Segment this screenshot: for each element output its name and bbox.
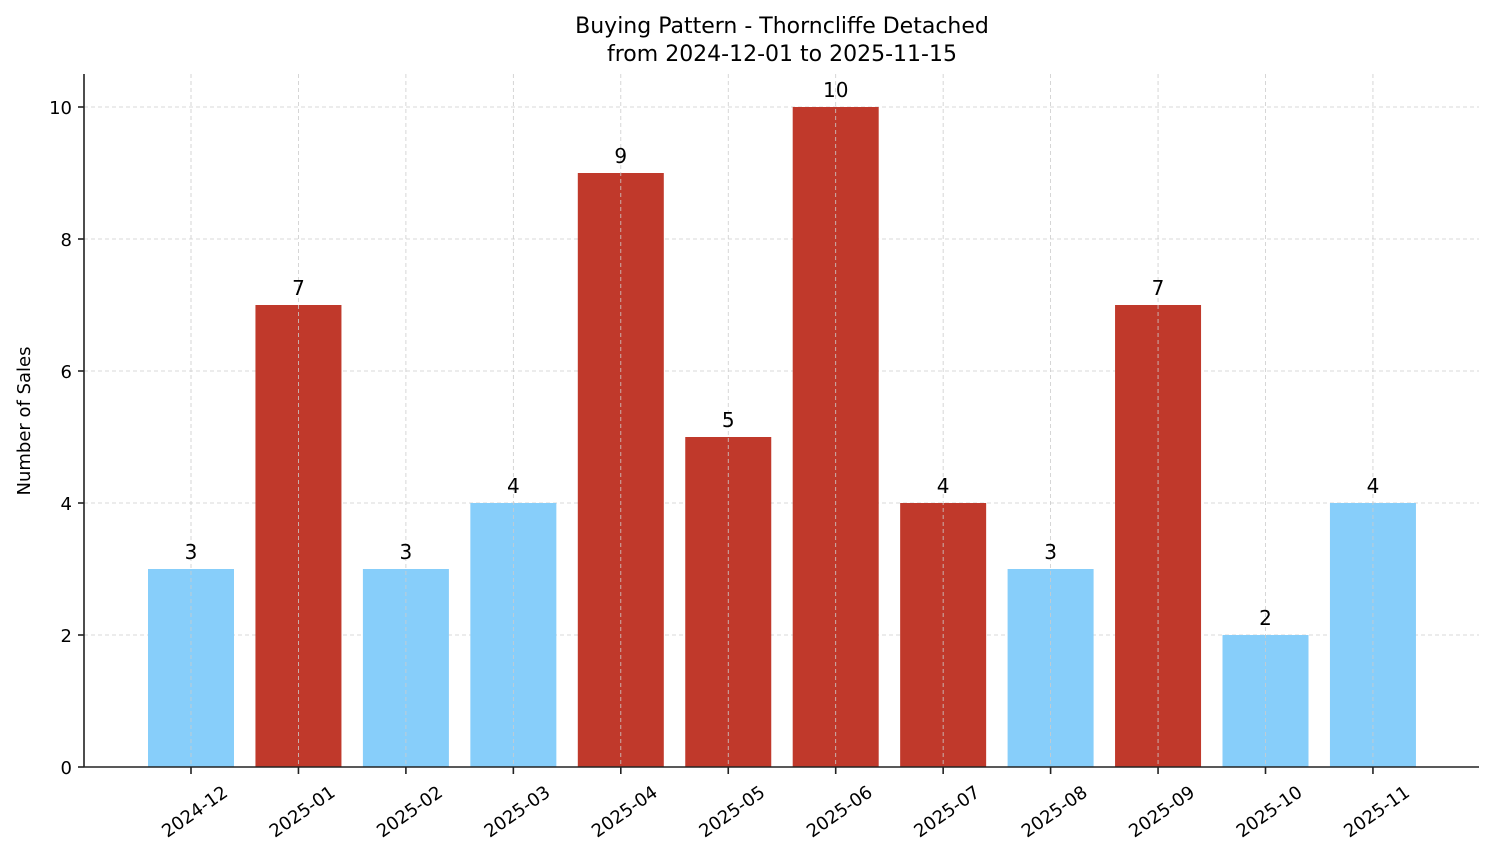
bar-value-label: 10	[823, 78, 848, 102]
chart-subtitle: from 2024-12-01 to 2025-11-15	[607, 42, 957, 67]
x-tick-label: 2024-12	[158, 782, 232, 842]
y-tick-label: 10	[49, 98, 72, 119]
bar-value-label: 7	[1152, 276, 1165, 300]
bar-value-label: 3	[1044, 540, 1057, 564]
bar-2025-08	[1007, 569, 1094, 767]
bar-2025-06	[792, 107, 879, 767]
x-tick-label: 2025-03	[481, 782, 555, 842]
x-tick-label: 2025-11	[1340, 782, 1414, 842]
x-tick-label: 2025-08	[1018, 782, 1092, 842]
y-tick-label: 0	[61, 758, 72, 779]
bar-2025-02	[362, 569, 449, 767]
vertical-grid	[190, 74, 1374, 767]
x-tick-label: 2025-07	[910, 782, 984, 842]
bar-value-label: 4	[507, 474, 520, 498]
bar-value-label: 4	[937, 474, 950, 498]
chart-title: Buying Pattern - Thorncliffe Detached	[575, 14, 989, 39]
bar-2024-12	[148, 569, 234, 767]
x-tick-label: 2025-04	[588, 782, 662, 842]
y-tick-label: 6	[61, 362, 72, 383]
x-tick-label: 2025-09	[1125, 782, 1199, 842]
x-tick-label: 2025-05	[695, 782, 769, 842]
x-tick-label: 2025-06	[803, 782, 877, 842]
y-tick-label: 2	[61, 626, 72, 647]
bar-value-label: 7	[292, 276, 305, 300]
bar-value-label: 4	[1367, 474, 1380, 498]
x-tick-label: 2025-02	[373, 782, 447, 842]
bar-value-label: 3	[185, 540, 198, 564]
y-axis-label: Number of Sales	[14, 346, 35, 495]
y-tick-label: 4	[61, 494, 72, 515]
x-tick-label: 2025-01	[266, 782, 340, 842]
bar-value-label: 2	[1259, 606, 1272, 630]
bar-value-label: 3	[400, 540, 413, 564]
y-tick-label: 8	[61, 230, 72, 251]
x-tick-label: 2025-10	[1233, 782, 1307, 842]
bar-value-labels: 3 7 3 4 9 5 10 4 3 7 2 4	[185, 78, 1380, 630]
bars	[148, 107, 1416, 767]
bar-value-label: 5	[722, 408, 735, 432]
bar-value-label: 9	[614, 144, 627, 168]
